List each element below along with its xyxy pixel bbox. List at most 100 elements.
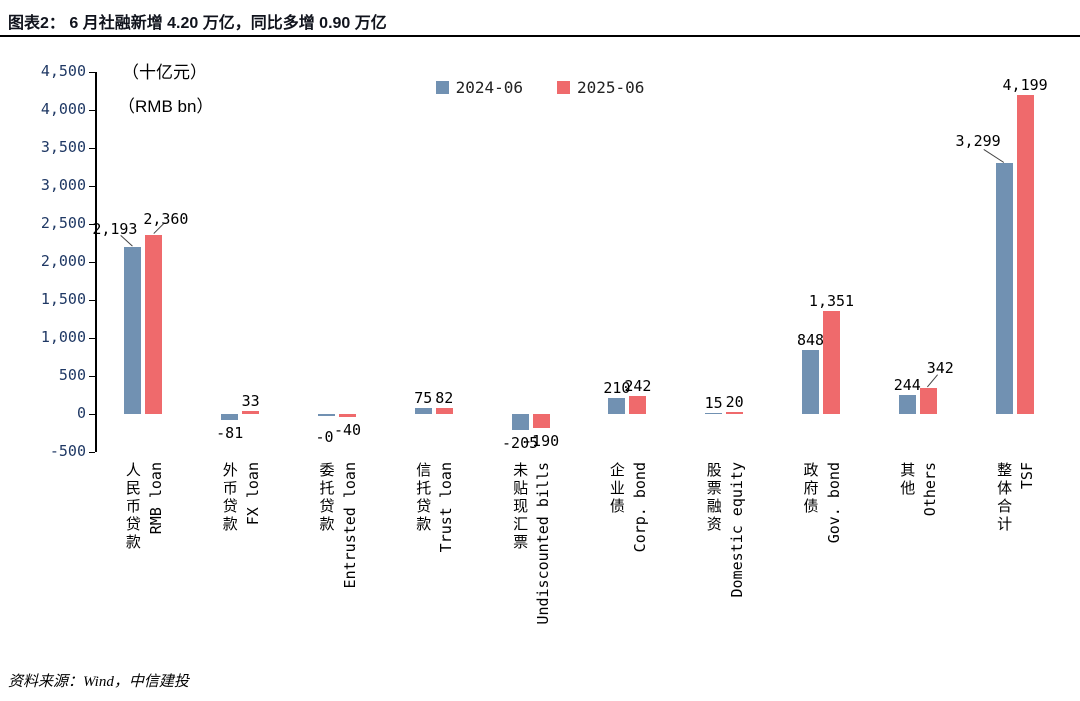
value-label: -190 <box>523 432 560 451</box>
source-note: 资料来源：Wind，中信建投 <box>8 674 189 690</box>
value-label: -0 <box>315 427 334 446</box>
legend-label: 2024-06 <box>455 78 523 97</box>
bar-2024-06-others <box>898 395 916 414</box>
category-label-en: Gov. bond <box>824 462 843 544</box>
y-axis-tick <box>89 299 95 301</box>
bar-2024-06-trust-loan <box>414 408 432 414</box>
bar-2025-06-tsf <box>1016 94 1034 414</box>
bar-2024-06-rmb-loan <box>124 247 142 414</box>
value-label: 244 <box>893 376 921 395</box>
y-axis-tick <box>89 337 95 339</box>
figure-title: 图表2： 6 月社融新增 4.20 万亿，同比多增 0.90 万亿 <box>8 15 387 32</box>
bar-2024-06-domestic-equity <box>705 412 723 414</box>
category-label-en: Corp. bond <box>630 462 649 553</box>
y-axis-tick <box>89 261 95 263</box>
value-label: -81 <box>216 424 244 443</box>
category-label-cn: 未贴现汇票 <box>511 462 529 552</box>
bar-2024-06-undiscounted-bills <box>511 414 529 430</box>
category-label-cn: 整体合计 <box>995 462 1013 534</box>
value-label: 2,193 <box>92 220 138 239</box>
category-label-corp.-bond: 企业债 Corp. bond <box>582 462 672 552</box>
legend-label: 2025-06 <box>577 78 645 97</box>
y-axis-tick <box>89 375 95 377</box>
category-label-cn: 企业债 <box>607 462 625 516</box>
bar-2024-06-entrusted-loan <box>318 414 335 416</box>
y-axis-label: 4,500 <box>40 62 86 80</box>
bar-2025-06-domestic-equity <box>726 412 744 414</box>
chart-legend: 2024-06 2025-06 <box>0 78 1080 97</box>
y-axis-label: 0 <box>76 404 86 422</box>
y-axis-label: 2,500 <box>40 214 86 232</box>
y-axis-tick <box>89 71 95 73</box>
category-label-en: Undiscounted bills <box>534 462 553 625</box>
value-label: 342 <box>926 359 954 377</box>
y-axis-tick <box>89 451 95 453</box>
y-axis-label: 2,000 <box>40 252 86 270</box>
bar-2024-06-fx-loan <box>221 414 239 421</box>
value-label: 15 <box>704 393 723 412</box>
bar-2025-06-fx-loan <box>242 411 260 414</box>
category-label-en: FX loan <box>243 462 262 526</box>
y-axis-tick <box>89 413 95 415</box>
y-axis-label: 3,000 <box>40 176 86 194</box>
legend-item-2025-06: 2025-06 <box>557 78 644 97</box>
value-label: -205 <box>502 433 539 452</box>
y-axis-label: 1,000 <box>40 328 86 346</box>
value-label-leader-line <box>983 149 1005 164</box>
category-label-trust-loan: 信托贷款 Trust loan <box>389 462 479 552</box>
category-label-tsf: 整体合计 TSF <box>970 462 1060 534</box>
y-axis-tick <box>89 147 95 149</box>
bar-2024-06-tsf <box>995 163 1013 414</box>
legend-swatch-icon <box>557 81 570 94</box>
bar-2025-06-rmb-loan <box>145 234 163 414</box>
category-label-en: RMB loan <box>146 462 165 535</box>
y-axis-label: 500 <box>58 366 86 384</box>
category-label-en: TSF <box>1018 462 1037 490</box>
unit-label-en: （RMB bn） <box>118 97 214 116</box>
y-axis-tick <box>89 185 95 187</box>
y-axis-tick <box>89 109 95 111</box>
legend-item-2024-06: 2024-06 <box>435 78 523 97</box>
category-label-gov.-bond: 政府债 Gov. bond <box>776 462 866 543</box>
category-label-cn: 委托贷款 <box>317 462 335 534</box>
bar-2024-06-corp.-bond <box>608 398 626 414</box>
category-label-undiscounted-bills: 未贴现汇票 Undiscounted bills <box>486 462 576 625</box>
value-label: 242 <box>624 376 652 395</box>
value-label: 20 <box>725 393 744 412</box>
bar-2025-06-trust-loan <box>435 407 453 414</box>
value-label: 82 <box>435 388 454 407</box>
y-axis-label: 4,000 <box>40 100 86 118</box>
category-label-entrusted-loan: 委托贷款 Entrusted loan <box>292 462 382 588</box>
category-label-cn: 政府债 <box>801 462 819 516</box>
value-label: 33 <box>241 392 260 411</box>
category-label-cn: 外币贷款 <box>220 462 238 534</box>
y-axis-line <box>95 72 97 452</box>
legend-swatch-icon <box>435 81 449 94</box>
category-label-en: Entrusted loan <box>340 462 359 589</box>
category-label-others: 其他 Others <box>873 462 963 516</box>
bar-2024-06-gov.-bond <box>802 349 819 414</box>
value-label: 3,299 <box>955 132 1001 151</box>
bar-2025-06-gov.-bond <box>823 311 840 414</box>
value-label: 848 <box>796 330 825 349</box>
category-label-en: Trust loan <box>437 462 456 553</box>
category-label-rmb-loan: 人民币贷款 RMB loan <box>98 462 188 552</box>
value-label: 210 <box>603 379 631 398</box>
value-label: 4,199 <box>1002 75 1048 94</box>
y-axis-tick <box>89 223 95 225</box>
y-axis-label: 3,500 <box>40 138 86 156</box>
category-label-cn: 信托贷款 <box>414 462 432 534</box>
value-label: 75 <box>414 389 433 408</box>
bar-2025-06-others <box>919 388 937 414</box>
bar-2025-06-entrusted-loan <box>339 414 356 418</box>
figure-header: 图表2： 6 月社融新增 4.20 万亿，同比多增 0.90 万亿 <box>0 0 1080 37</box>
category-label-domestic-equity: 股票融资 Domestic equity <box>679 462 769 597</box>
y-axis-label: 1,500 <box>40 290 86 308</box>
category-label-cn: 人民币贷款 <box>123 462 141 552</box>
category-label-fx-loan: 外币贷款 FX loan <box>195 462 285 534</box>
value-label: -40 <box>333 421 362 440</box>
category-label-en: Domestic equity <box>727 462 746 598</box>
bar-2025-06-corp.-bond <box>629 395 647 414</box>
category-label-cn: 股票融资 <box>704 462 722 534</box>
